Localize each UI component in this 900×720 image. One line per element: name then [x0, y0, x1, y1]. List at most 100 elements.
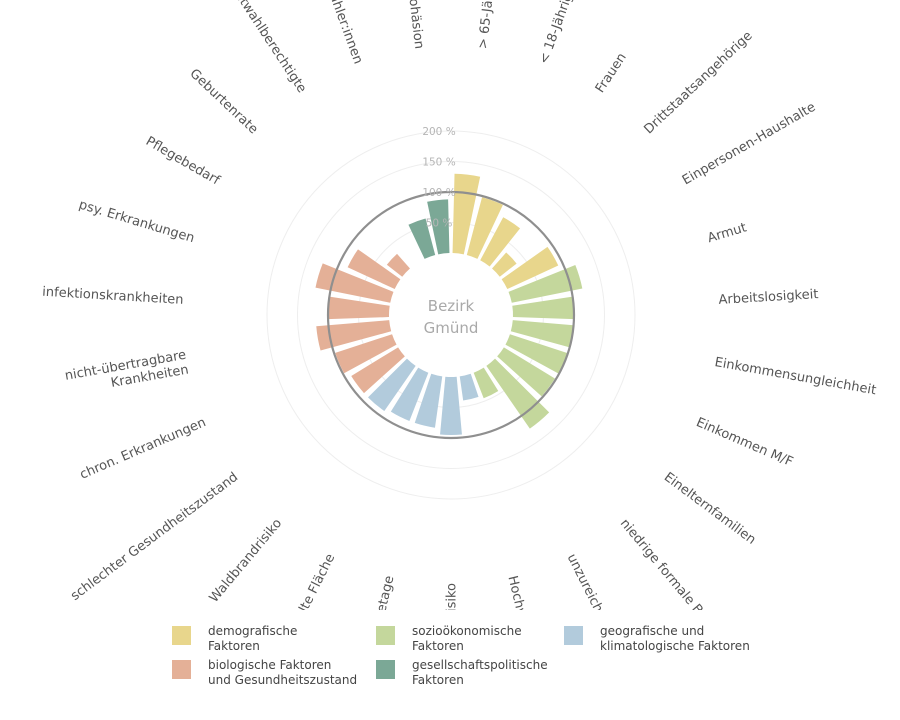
r-tick-label: 50 %: [426, 218, 453, 230]
legend: demografische Faktoren biologische Fakto…: [172, 624, 812, 694]
category-label: < 18-Jährige: [537, 0, 579, 66]
category-label-text: unzureichender Wohnraum: [564, 552, 657, 610]
category-label: niedrige formale Bildung: [617, 516, 732, 610]
category-label-text: Einkommen M/F: [694, 415, 795, 470]
bar: [440, 376, 462, 435]
category-label-text: infektionskrankheiten: [42, 285, 184, 308]
category-label-text: Hochwasserrisiko: [505, 574, 546, 610]
category-label-text: Einelternfamilien: [661, 470, 759, 548]
bar: [390, 367, 429, 421]
bar: [480, 217, 521, 267]
category-label: Armut: [706, 220, 749, 246]
category-label: Hitzetage: [368, 574, 397, 610]
category-label-text: Einpersonen-Haushalte: [680, 100, 818, 189]
legend-swatch-sozio: [376, 626, 395, 645]
legend-label-gesell: gesellschaftspolitische Faktoren: [412, 658, 548, 687]
category-label-text: niedrige formale Bildung: [617, 516, 732, 610]
category-label: infektionskrankheiten: [42, 285, 184, 308]
category-label-text: Waldbrandrisiko: [207, 516, 286, 606]
category-label-text: Einkommensungleichheit: [713, 355, 877, 398]
legend-item-sozio: sozioökonomische Faktoren: [376, 624, 522, 654]
bar: [368, 358, 416, 412]
category-label-text: schlechter Gesundheitszustand: [68, 470, 241, 604]
category-label-text: Nichtwahlberechtigte: [220, 0, 309, 96]
center-label: Bezirk: [428, 297, 475, 315]
category-label: unzureichender Wohnraum: [564, 552, 657, 610]
center-label: Gmünd: [424, 319, 479, 337]
bar: [414, 373, 443, 428]
category-label: schlechter Gesundheitszustand: [68, 470, 241, 604]
reference-circle: [326, 190, 576, 440]
bar: [427, 199, 450, 255]
category-label: Nichtwähler:innen: [311, 0, 365, 66]
category-label: Einkommen M/F: [694, 415, 795, 470]
category-label-text: psy. Erkrankungen: [77, 197, 196, 246]
category-label-text: Dürrerisiko: [445, 583, 460, 610]
category-label: Hochwasserrisiko: [505, 574, 546, 610]
category-label-text: Nichtwähler:innen: [311, 0, 365, 66]
category-label-text: Hitzetage: [368, 574, 397, 610]
category-label: Arbeitslosigkeit: [718, 287, 819, 308]
category-label: niedrige soziale Kohäsion: [392, 0, 426, 50]
bar: [497, 347, 555, 397]
category-label: Einpersonen-Haushalte: [680, 100, 818, 189]
bar: [466, 197, 503, 259]
grid-circle: [297, 161, 605, 469]
legend-swatch-demografisch: [172, 626, 191, 645]
bars: [315, 173, 583, 435]
category-label: Dürrerisiko: [445, 583, 460, 610]
category-label-text: versiegelte Fläche: [271, 552, 338, 610]
bar: [510, 320, 574, 348]
legend-swatch-geo: [564, 626, 583, 645]
radial-bar-chart: 50 % 100 % 150 % 200 % Bezirk Gmünd > 65-Jähri…: [42, 0, 877, 610]
bar: [386, 253, 410, 277]
bar: [501, 246, 559, 290]
category-label: versiegelte Fläche: [271, 552, 338, 610]
bar: [486, 358, 550, 429]
bar: [508, 265, 583, 303]
category-label: Einkommensungleichheit: [713, 355, 877, 398]
legend-label-demografisch: demografische Faktoren: [208, 624, 298, 653]
category-label-text: chron. Erkrankungen: [78, 415, 208, 482]
bar: [408, 218, 436, 259]
legend-swatch-bio: [172, 660, 191, 679]
category-label-text: Drittstaatsangehörige: [641, 28, 755, 137]
category-label-text: Pflegebedarf: [143, 134, 222, 189]
category-label-text: > 65-Jährige: [476, 0, 500, 50]
category-label: Nichtwahlberechtigte: [220, 0, 309, 96]
legend-item-demografisch: demografische Faktoren: [172, 624, 297, 654]
bar: [347, 249, 401, 290]
bar: [327, 296, 390, 320]
category-label: Waldbrandrisiko: [207, 516, 286, 606]
category-label: Geburtenrate: [187, 66, 261, 137]
r-tick-label: 100 %: [422, 187, 455, 199]
category-label-text: Geburtenrate: [187, 66, 261, 137]
bar: [505, 334, 568, 374]
legend-label-sozio: sozioökonomische Faktoren: [412, 624, 522, 653]
bar: [512, 296, 574, 320]
r-tick-label: 150 %: [422, 157, 455, 169]
category-label-text: niedrige soziale Kohäsion: [392, 0, 426, 50]
grid-circle: [266, 130, 636, 500]
category-label-text: < 18-Jährige: [537, 0, 579, 66]
category-label: Pflegebedarf: [143, 134, 222, 189]
category-label-text: Armut: [706, 220, 749, 246]
category-label: Frauen: [593, 50, 630, 95]
legend-swatch-gesell: [376, 660, 395, 679]
category-label-text: Frauen: [593, 50, 630, 95]
legend-item-geo: geografische und klimatologische Faktore…: [564, 624, 750, 654]
category-label: Einelternfamilien: [661, 470, 759, 548]
bar: [492, 252, 517, 277]
category-label: Drittstaatsangehörige: [641, 28, 755, 137]
category-label: chron. Erkrankungen: [78, 415, 208, 482]
category-label-text: Arbeitslosigkeit: [718, 287, 819, 308]
category-label: > 65-Jährige: [476, 0, 500, 50]
legend-label-bio: biologische Faktoren und Gesundheitszust…: [208, 658, 358, 687]
bar: [473, 367, 499, 399]
legend-item-gesell: gesellschaftspolitische Faktoren: [376, 658, 548, 688]
legend-label-geo: geografische und klimatologische Faktore…: [600, 624, 750, 653]
legend-item-bio: biologische Faktoren und Gesundheitszust…: [172, 658, 357, 688]
bar: [351, 347, 405, 394]
r-tick-label: 200 %: [422, 126, 455, 138]
